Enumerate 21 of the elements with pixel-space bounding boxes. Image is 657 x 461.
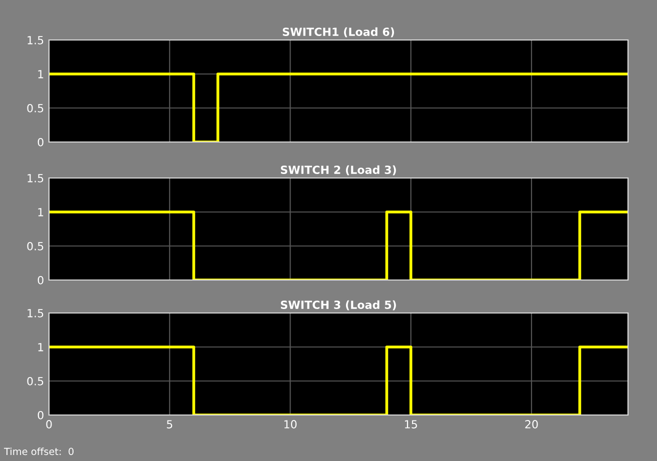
y-tick-label: 1.5 <box>28 309 44 318</box>
x-tick-label: 20 <box>525 420 538 428</box>
y-tick-label: 1.5 <box>28 36 44 44</box>
y-tick-label: 0.5 <box>27 376 44 386</box>
y-tick-label: 1 <box>38 70 44 78</box>
x-tick-label: 5 <box>166 420 172 428</box>
y-tick-label: 0 <box>38 276 44 284</box>
x-tick-label: 15 <box>405 420 417 428</box>
y-tick-label: 1 <box>38 208 44 216</box>
y-tick-label: 1.5 <box>28 174 44 182</box>
text: Time offset: 0 <box>4 448 74 456</box>
chart-title: SWITCH 2 (Load 3) <box>280 165 396 176</box>
y-tick-label: 0.5 <box>27 104 44 112</box>
y-tick-label: 1 <box>38 343 44 352</box>
y-tick-label: 0 <box>38 410 44 420</box>
chart-title: SWITCH 3 (Load 5) <box>280 300 396 310</box>
x-tick-label: 10 <box>284 420 297 428</box>
y-tick-label: 0.5 <box>27 242 44 250</box>
chart-title: SWITCH1 (Load 6) <box>282 27 394 38</box>
x-tick-label: 0 <box>46 420 52 428</box>
y-tick-label: 0 <box>38 138 44 146</box>
